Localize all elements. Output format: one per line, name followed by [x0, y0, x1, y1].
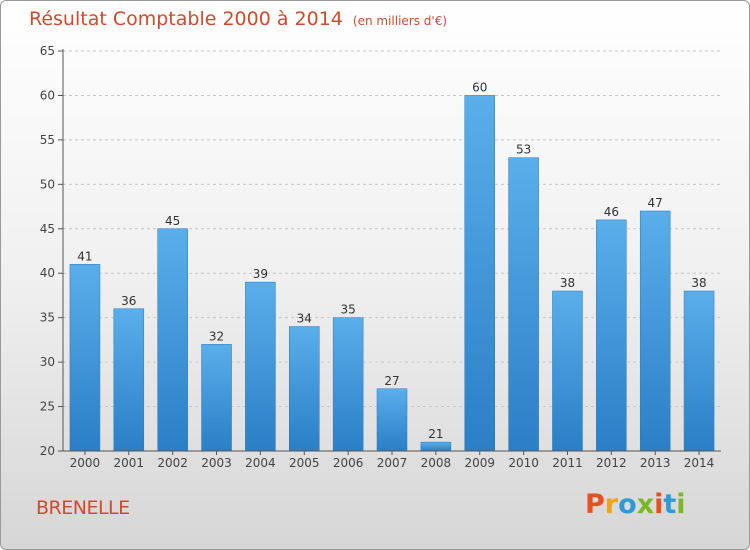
- logo-letter: t: [663, 489, 677, 520]
- value-label-2005: 34: [297, 312, 312, 326]
- value-label-2002: 45: [165, 214, 180, 228]
- x-tick-label-2002: 2002: [157, 456, 188, 470]
- bar-2014: [683, 290, 715, 452]
- y-tick-label: 50: [40, 177, 55, 191]
- x-tick-label-2006: 2006: [333, 456, 364, 470]
- x-tick-label-2013: 2013: [640, 456, 671, 470]
- logo-letter: r: [604, 489, 619, 520]
- bar-2010: [508, 157, 539, 452]
- value-label-2010: 53: [516, 143, 531, 157]
- bar-2012: [596, 219, 627, 452]
- value-label-2009: 60: [472, 80, 487, 94]
- y-tick-label: 25: [40, 400, 55, 414]
- bar-2013: [639, 210, 671, 452]
- bar-2005: [289, 326, 320, 452]
- value-labels: 41 36 45 32 39 34 35 27 21 60 53 38 46 47 38: [77, 80, 706, 441]
- x-tick-label-2007: 2007: [377, 456, 408, 470]
- x-tick-label-2000: 2000: [70, 456, 101, 470]
- x-tick-label-2012: 2012: [596, 456, 627, 470]
- y-tick-label: 60: [40, 88, 55, 102]
- axes: 20 25 30 35 40 45 50 55 60 65 2000 2001 2002 2003 2004…: [40, 44, 721, 470]
- value-label-2011: 38: [560, 276, 575, 290]
- y-tick-label: 45: [40, 222, 55, 236]
- bar-2011: [552, 290, 583, 452]
- y-tick-label: 30: [40, 355, 55, 369]
- x-tick-label-2011: 2011: [552, 456, 583, 470]
- y-tick-label: 55: [40, 133, 55, 147]
- y-tick-label: 20: [40, 444, 55, 458]
- chart-title: Résultat Comptable 2000 à 2014 (en millie…: [29, 8, 448, 30]
- bar-2002: [157, 228, 188, 452]
- bar-2000: [69, 264, 101, 452]
- y-tick-label: 35: [40, 311, 55, 325]
- value-label-2007: 27: [384, 374, 399, 388]
- bars: [69, 95, 715, 452]
- logo-letter: P: [585, 489, 605, 520]
- value-label-2013: 47: [648, 196, 663, 210]
- x-tick-label-2005: 2005: [289, 456, 320, 470]
- value-label-2004: 39: [253, 267, 268, 281]
- x-tick-label-2004: 2004: [245, 456, 276, 470]
- bar-2006: [332, 317, 364, 452]
- x-tick-label-2010: 2010: [508, 456, 539, 470]
- bar-2009: [464, 95, 495, 452]
- value-label-2006: 35: [340, 303, 355, 317]
- bar-2008: [420, 441, 452, 452]
- bar-2001: [113, 308, 145, 452]
- proxiti-logo: Proxiti: [585, 489, 686, 520]
- x-tick-label-2014: 2014: [684, 456, 715, 470]
- city-name: BRENELLE: [36, 497, 130, 519]
- x-tick-label-2001: 2001: [114, 456, 145, 470]
- value-label-2003: 32: [209, 329, 224, 343]
- y-tick-label: 40: [40, 266, 55, 280]
- chart-subtitle: (en milliers d'€): [352, 14, 448, 28]
- logo-letter: i: [654, 489, 664, 520]
- value-label-2012: 46: [604, 205, 619, 219]
- value-label-2000: 41: [77, 249, 92, 263]
- value-label-2008: 21: [428, 427, 443, 441]
- x-tick-label-2003: 2003: [201, 456, 232, 470]
- bar-2004: [245, 281, 276, 452]
- logo-letter: x: [636, 489, 655, 520]
- logo-letter: o: [618, 489, 637, 520]
- x-tick-label-2009: 2009: [464, 456, 495, 470]
- logo-letter: i: [676, 489, 686, 520]
- x-tick-label-2008: 2008: [421, 456, 452, 470]
- bar-2007: [376, 388, 408, 452]
- value-label-2014: 38: [691, 276, 706, 290]
- value-label-2001: 36: [121, 294, 136, 308]
- y-tick-label: 65: [40, 44, 55, 58]
- bar-2003: [201, 344, 232, 452]
